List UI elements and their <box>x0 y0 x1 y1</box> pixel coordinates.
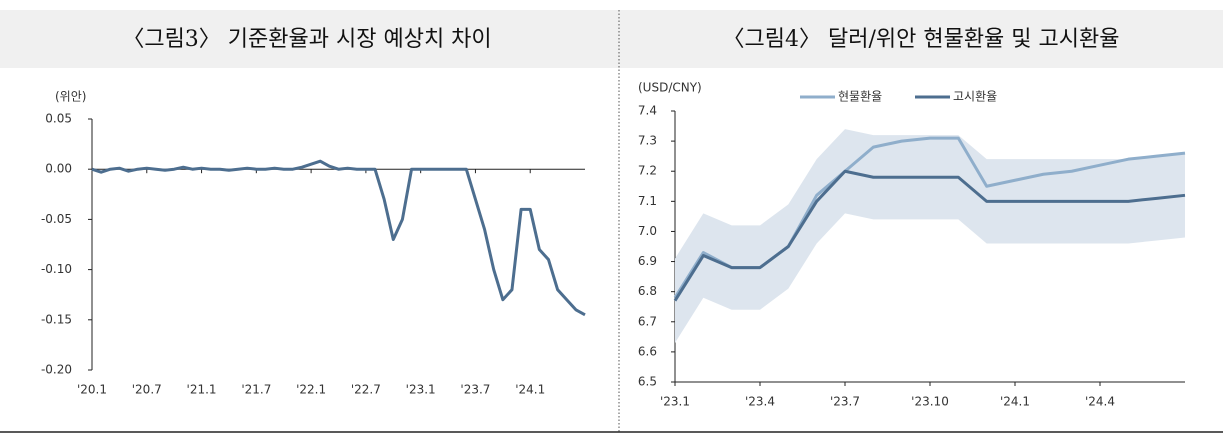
x-tick-label: '23.10 <box>911 395 949 409</box>
y-unit: (위안) <box>55 90 86 104</box>
y-tick-label: 7.3 <box>638 134 657 148</box>
legend-label: 현물환율 <box>838 90 882 104</box>
chart-title: 〈그림3〉 기준환율과 시장 예상치 차이 <box>122 27 491 52</box>
header-band <box>0 10 1223 68</box>
y-tick-label: -0.20 <box>41 363 72 377</box>
x-tick-label: '23.1 <box>406 383 436 397</box>
y-tick-label: -0.10 <box>41 262 72 276</box>
y-tick-label: 6.7 <box>638 314 657 328</box>
x-tick-label: '20.1 <box>77 383 107 397</box>
x-tick-label: '22.7 <box>351 383 381 397</box>
y-tick-label: 7.1 <box>638 194 657 208</box>
y-tick-label: 7.2 <box>638 164 657 178</box>
y-tick-label: 0.05 <box>45 112 72 126</box>
x-tick-label: '22.1 <box>296 383 326 397</box>
y-tick-label: 6.6 <box>638 344 657 358</box>
y-tick-label: 0.00 <box>45 162 72 176</box>
x-tick-label: '21.7 <box>241 383 271 397</box>
series-line <box>91 159 586 317</box>
band-area <box>675 129 1185 343</box>
y-tick-label: -0.15 <box>41 312 72 326</box>
x-tick-label: '20.7 <box>132 383 162 397</box>
x-tick-label: '24.1 <box>515 383 545 397</box>
y-tick-label: 7.4 <box>638 104 657 118</box>
y-tick-label: 7.0 <box>638 224 657 238</box>
chart-title: 〈그림4〉 달러/위안 현물환율 및 고시환율 <box>723 27 1120 52</box>
y-tick-label: 6.9 <box>638 254 657 268</box>
y-unit: (USD/CNY) <box>638 81 702 95</box>
series-line <box>673 169 1186 302</box>
x-tick-label: '23.1 <box>660 395 690 409</box>
y-tick-label: 6.5 <box>638 375 657 389</box>
x-tick-label: '23.7 <box>830 395 860 409</box>
legend-label: 고시환율 <box>953 90 997 104</box>
x-tick-label: '24.4 <box>1085 395 1115 409</box>
x-tick-label: '24.1 <box>1000 395 1030 409</box>
y-tick-label: -0.05 <box>41 212 72 226</box>
x-tick-label: '21.1 <box>187 383 217 397</box>
x-tick-label: '23.7 <box>460 383 490 397</box>
y-tick-label: 6.8 <box>638 284 657 298</box>
x-tick-label: '23.4 <box>745 395 775 409</box>
